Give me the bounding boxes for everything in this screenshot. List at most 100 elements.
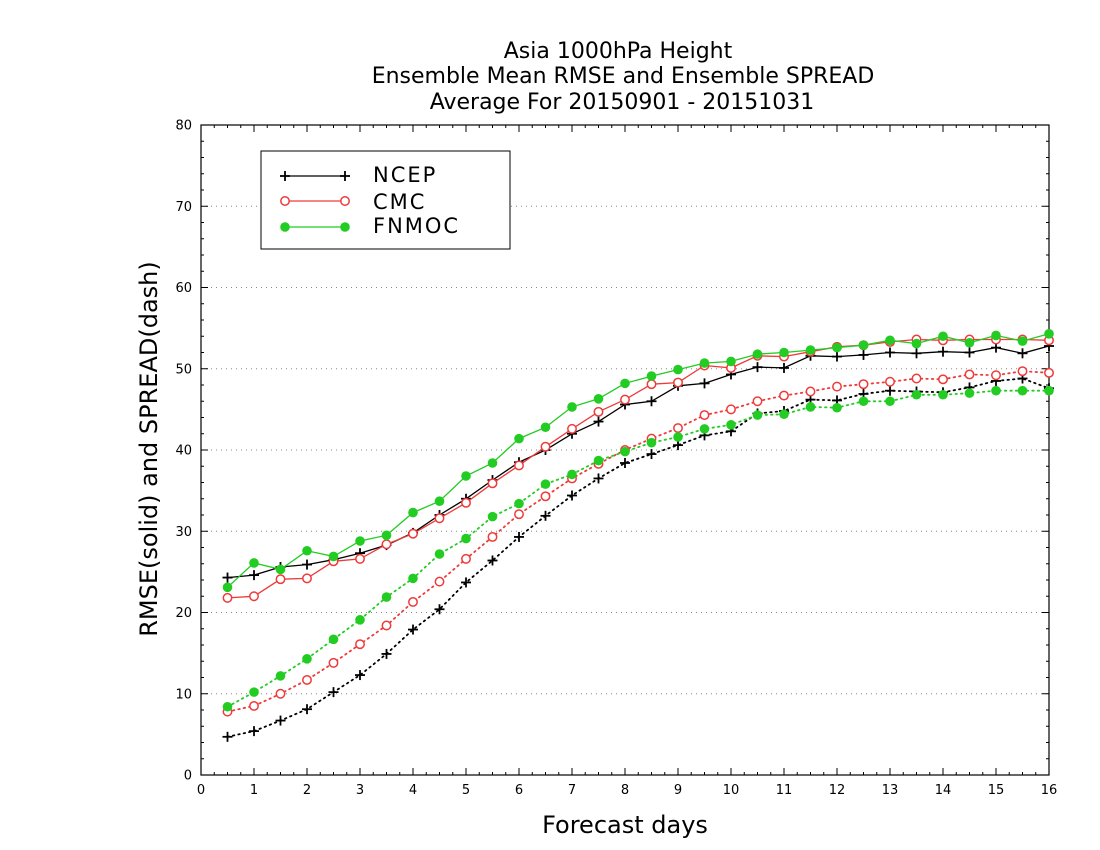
series-fnmoc-spread — [222, 385, 1054, 712]
data-point-cmc-rmse — [302, 573, 312, 584]
data-point-ncep-spread — [355, 670, 365, 681]
data-point-fnmoc-rmse — [673, 364, 683, 375]
title-line-1: Asia 1000hPa Height — [504, 39, 733, 64]
data-point-fnmoc-spread — [779, 409, 789, 420]
legend-marker-cmc — [340, 196, 350, 206]
data-point-ncep-rmse — [646, 396, 657, 407]
data-point-fnmoc-rmse — [1044, 329, 1054, 339]
data-point-ncep-spread — [593, 473, 604, 484]
data-point-fnmoc-spread — [991, 385, 1001, 396]
data-point-fnmoc-spread — [408, 573, 418, 584]
data-point-fnmoc-spread — [540, 479, 551, 489]
data-point-ncep-spread — [222, 731, 233, 742]
data-point-fnmoc-rmse — [275, 564, 286, 575]
data-point-fnmoc-rmse — [858, 340, 869, 350]
legend-box — [260, 150, 511, 250]
data-point-cmc-spread — [487, 531, 498, 542]
legend-swatch-cmc — [280, 196, 350, 206]
data-point-ncep-rmse — [302, 559, 312, 570]
x-axis-title: Forecast days — [542, 811, 708, 839]
data-point-cmc-spread — [752, 396, 763, 407]
data-point-cmc-spread — [381, 620, 392, 631]
x-tick-label-12: 12 — [829, 783, 846, 798]
data-point-ncep-spread — [275, 715, 286, 726]
data-point-cmc-rmse — [249, 591, 259, 602]
y-tick-label-60: 60 — [175, 281, 192, 296]
data-point-cmc-rmse — [487, 478, 498, 489]
data-point-fnmoc-spread — [514, 498, 524, 509]
data-point-fnmoc-rmse — [302, 545, 312, 556]
data-point-fnmoc-spread — [726, 420, 736, 430]
data-point-cmc-rmse — [567, 423, 577, 434]
data-point-ncep-spread — [302, 704, 312, 715]
data-point-fnmoc-spread — [355, 615, 365, 625]
data-point-fnmoc-spread — [567, 469, 577, 480]
y-tick-label-30: 30 — [175, 525, 192, 540]
data-point-cmc-rmse — [355, 553, 365, 564]
data-point-cmc-rmse — [275, 574, 286, 585]
data-point-ncep-rmse — [938, 346, 948, 357]
data-point-fnmoc-spread — [646, 437, 657, 448]
x-tick-label-4: 4 — [409, 783, 417, 798]
data-point-fnmoc-rmse — [222, 582, 233, 593]
title-line-3: Average For 20150901 - 20151031 — [430, 90, 815, 115]
data-point-cmc-spread — [938, 374, 948, 385]
chart-title: Asia 1000hPa Height Ensemble Mean RMSE a… — [372, 39, 875, 115]
data-point-fnmoc-rmse — [540, 422, 551, 433]
x-tick-label-2: 2 — [303, 783, 311, 798]
data-point-fnmoc-rmse — [620, 378, 630, 389]
legend-marker-fnmoc — [340, 222, 350, 232]
x-tick-label-16: 16 — [1041, 783, 1058, 798]
data-point-fnmoc-spread — [964, 388, 975, 398]
data-point-fnmoc-rmse — [434, 496, 445, 506]
data-point-fnmoc-spread — [328, 634, 339, 645]
data-point-fnmoc-rmse — [249, 558, 259, 568]
data-point-cmc-rmse — [408, 528, 418, 539]
data-point-fnmoc-rmse — [1017, 336, 1028, 346]
data-point-ncep-spread — [646, 449, 657, 460]
data-point-cmc-spread — [964, 369, 975, 380]
data-point-cmc-spread — [805, 386, 816, 397]
series-line-cmc-spread — [226, 370, 1050, 713]
data-point-cmc-rmse — [620, 394, 630, 405]
legend-label-fnmoc: FNMOC — [373, 214, 460, 238]
data-point-cmc-spread — [673, 423, 683, 434]
x-tick-label-0: 0 — [197, 783, 205, 798]
data-point-fnmoc-rmse — [885, 335, 895, 346]
data-point-ncep-rmse — [249, 570, 259, 581]
data-point-fnmoc-rmse — [964, 337, 975, 348]
data-point-fnmoc-spread — [858, 396, 869, 407]
data-point-ncep-rmse — [832, 351, 842, 362]
data-point-fnmoc-spread — [302, 654, 312, 664]
data-point-fnmoc-spread — [487, 511, 498, 522]
data-point-fnmoc-spread — [275, 671, 286, 681]
x-tick-label-6: 6 — [515, 783, 523, 798]
data-point-fnmoc-spread — [381, 592, 392, 602]
x-tick-label-14: 14 — [935, 783, 952, 798]
data-point-cmc-spread — [1017, 366, 1028, 377]
legend-marker-ncep — [340, 171, 350, 181]
series-cmc-rmse — [222, 334, 1054, 603]
data-point-cmc-spread — [885, 376, 895, 387]
data-point-cmc-rmse — [593, 406, 604, 417]
data-point-cmc-spread — [1044, 367, 1054, 378]
data-point-ncep-spread — [249, 726, 259, 737]
x-tick-label-7: 7 — [568, 783, 576, 798]
y-axis-title: RMSE(solid) and SPREAD(dash) — [135, 261, 163, 637]
x-tick-label-5: 5 — [462, 783, 470, 798]
data-point-ncep-rmse — [964, 347, 975, 358]
series-fnmoc-rmse — [222, 329, 1054, 593]
data-point-ncep-rmse — [222, 572, 233, 583]
data-point-fnmoc-rmse — [832, 342, 842, 353]
data-point-fnmoc-rmse — [461, 471, 471, 481]
data-point-cmc-spread — [302, 674, 312, 685]
legend-label-cmc: CMC — [373, 190, 426, 214]
data-point-ncep-spread — [567, 490, 577, 501]
data-point-ncep-spread — [408, 624, 418, 635]
data-point-ncep-spread — [885, 385, 895, 396]
data-point-ncep-rmse — [1017, 348, 1028, 359]
data-point-cmc-rmse — [434, 513, 445, 524]
data-point-fnmoc-rmse — [779, 347, 789, 358]
data-point-fnmoc-spread — [699, 424, 710, 434]
y-tick-label-50: 50 — [175, 362, 192, 377]
